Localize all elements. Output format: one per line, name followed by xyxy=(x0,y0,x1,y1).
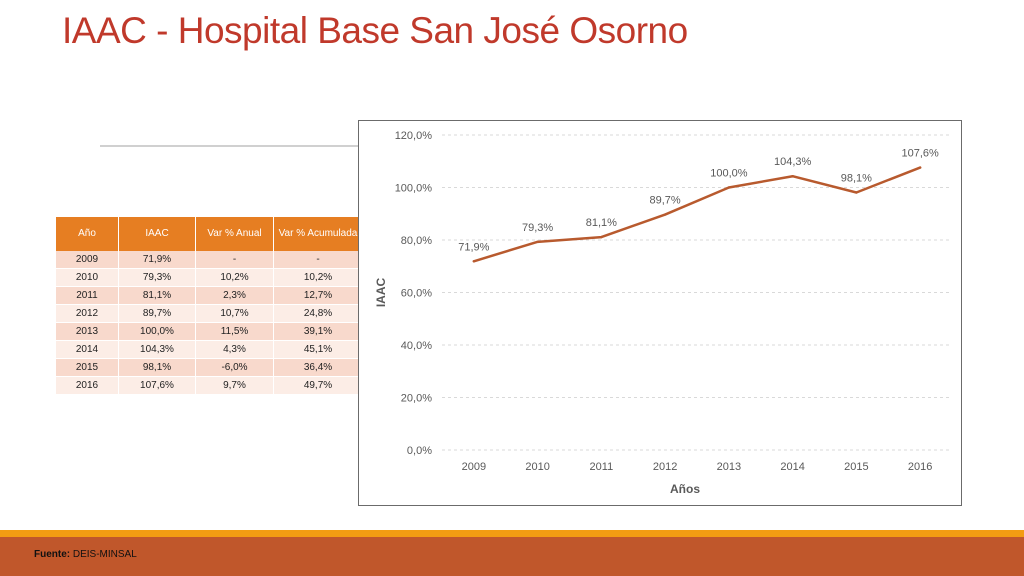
y-tick-label: 20,0% xyxy=(401,393,432,405)
table-cell: 2013 xyxy=(56,322,119,341)
table-cell: 36,4% xyxy=(273,358,363,377)
table-cell: 2015 xyxy=(56,358,119,377)
header-var-anual: Var % Anual xyxy=(195,217,274,251)
table-cell: -6,0% xyxy=(195,358,274,377)
table-cell: 11,5% xyxy=(195,322,274,341)
table-row: 2015 98,1% -6,0% 36,4% xyxy=(56,358,363,377)
table-cell: 100,0% xyxy=(118,322,196,341)
table-cell: 2009 xyxy=(56,251,119,269)
table-row: 2011 81,1% 2,3% 12,7% xyxy=(56,286,363,305)
table-cell: 12,7% xyxy=(273,286,363,305)
footer-stripe xyxy=(0,530,1024,537)
table-body: 2009 71,9% - -2010 79,3% 10,2% 10,2% 2011 81,1% 2… xyxy=(56,251,363,395)
table-cell: 45,1% xyxy=(273,340,363,359)
table-row: 2010 79,3% 10,2% 10,2% xyxy=(56,268,363,287)
header-iaac: IAAC xyxy=(118,217,196,251)
table-cell: 81,1% xyxy=(118,286,196,305)
x-tick-label: 2015 xyxy=(844,461,868,473)
x-axis-title: Años xyxy=(670,482,700,496)
table-row: 2009 71,9% - - xyxy=(56,251,363,269)
table-cell: 107,6% xyxy=(118,376,196,395)
data-label: 89,7% xyxy=(650,195,681,207)
data-label: 79,3% xyxy=(522,222,553,234)
y-tick-label: 60,0% xyxy=(401,288,432,300)
table-cell: 10,2% xyxy=(273,268,363,287)
y-tick-label: 40,0% xyxy=(401,340,432,352)
table-cell: 2016 xyxy=(56,376,119,395)
y-axis-title: IAAC xyxy=(374,278,388,308)
x-tick-label: 2016 xyxy=(908,461,932,473)
iaac-table: Año IAAC Var % Anual Var % Acumulada 200… xyxy=(56,217,363,395)
table-row: 2012 89,7% 10,7% 24,8% xyxy=(56,304,363,323)
table-row: 2013 100,0% 11,5% 39,1% xyxy=(56,322,363,341)
y-tick-label: 120,0% xyxy=(395,130,433,142)
table-cell: 2010 xyxy=(56,268,119,287)
data-point xyxy=(536,240,539,244)
table-cell: - xyxy=(273,251,363,269)
table-cell: 2014 xyxy=(56,340,119,359)
x-tick-label: 2010 xyxy=(525,461,549,473)
table-row: 2014 104,3% 4,3% 45,1% xyxy=(56,340,363,359)
divider xyxy=(100,145,358,147)
source-note: Fuente: DEIS-MINSAL xyxy=(34,549,137,560)
data-label: 71,9% xyxy=(458,241,489,253)
data-label: 107,6% xyxy=(901,148,939,160)
source-label: Fuente: xyxy=(34,549,71,560)
source-value: DEIS-MINSAL xyxy=(70,549,137,560)
table-cell: 49,7% xyxy=(273,376,363,395)
data-label: 100,0% xyxy=(710,168,748,180)
table-cell: 24,8% xyxy=(273,304,363,323)
y-tick-label: 0,0% xyxy=(407,445,432,457)
data-point xyxy=(918,166,922,169)
header-year: Año xyxy=(56,217,119,251)
data-point xyxy=(600,235,603,239)
footer-bar xyxy=(0,537,1024,576)
header-var-acumulada: Var % Acumulada xyxy=(273,217,363,251)
chart-svg: 0,0% 20,0% 40,0% 60,0% 80,0% 100,0% 120,0% 2009… xyxy=(374,130,952,496)
series-line xyxy=(472,166,922,263)
page-title: IAAC - Hospital Base San José Osorno xyxy=(62,10,688,51)
y-tick-label: 100,0% xyxy=(395,183,433,195)
table-cell: 10,2% xyxy=(195,268,274,287)
table-cell: 89,7% xyxy=(118,304,196,323)
table-row: 2016 107,6% 9,7% 49,7% xyxy=(56,376,363,395)
table-cell: 2012 xyxy=(56,304,119,323)
data-point xyxy=(855,191,858,194)
y-tick-label: 80,0% xyxy=(401,235,432,247)
table-cell: 71,9% xyxy=(118,251,196,269)
table-cell: - xyxy=(195,251,274,269)
table-cell: 10,7% xyxy=(195,304,274,323)
data-label: 98,1% xyxy=(841,172,872,184)
table-cell: 79,3% xyxy=(118,268,196,287)
table-cell: 4,3% xyxy=(195,340,274,359)
data-label: 104,3% xyxy=(774,156,812,168)
table-cell: 39,1% xyxy=(273,322,363,341)
table-cell: 2,3% xyxy=(195,286,274,305)
data-point xyxy=(727,186,731,189)
table-cell: 104,3% xyxy=(118,340,196,359)
x-tick-label: 2013 xyxy=(717,461,741,473)
table-cell: 2011 xyxy=(56,286,119,305)
data-label: 81,1% xyxy=(586,217,617,229)
data-point xyxy=(472,260,476,263)
x-tick-label: 2009 xyxy=(462,461,486,473)
x-tick-label: 2011 xyxy=(590,461,614,473)
data-point xyxy=(663,213,667,216)
data-point xyxy=(791,175,794,178)
x-tick-label: 2014 xyxy=(780,461,804,473)
x-tick-label: 2012 xyxy=(653,461,677,473)
iaac-line-chart: 0,0% 20,0% 40,0% 60,0% 80,0% 100,0% 120,0% 2009… xyxy=(358,120,962,506)
table-cell: 9,7% xyxy=(195,376,274,395)
table-header-row: Año IAAC Var % Anual Var % Acumulada xyxy=(56,217,363,251)
table-cell: 98,1% xyxy=(118,358,196,377)
